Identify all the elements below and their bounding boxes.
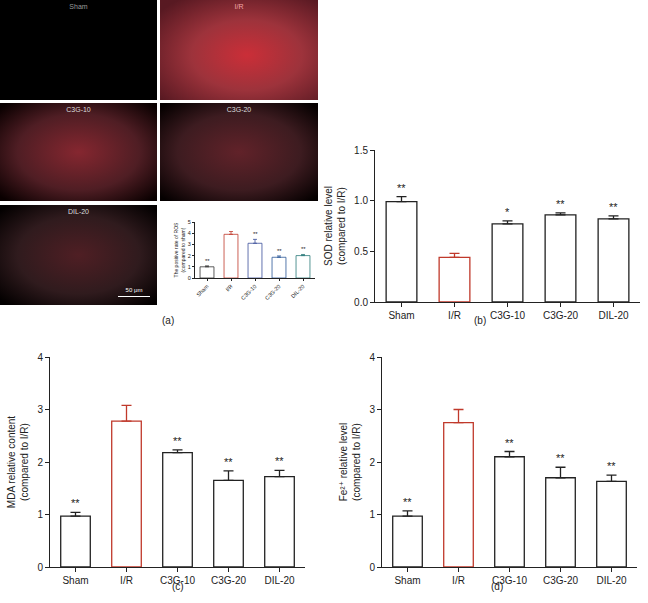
- svg-text:C3G-20: C3G-20: [543, 575, 578, 586]
- svg-text:2: 2: [369, 457, 375, 468]
- svg-text:**: **: [277, 248, 282, 254]
- svg-text:(a): (a): [162, 315, 174, 326]
- html-text:Sham: Sham: [69, 3, 88, 10]
- svg-text:2: 2: [37, 457, 43, 468]
- svg-text:Sham: Sham: [195, 283, 210, 298]
- html-text:DIL-20: DIL-20: [68, 208, 89, 215]
- svg-text:DIL-20: DIL-20: [290, 283, 306, 299]
- svg-text:DIL-20: DIL-20: [596, 575, 626, 586]
- svg-text:0: 0: [188, 275, 191, 281]
- svg-text:0: 0: [369, 562, 375, 573]
- svg-text:**: **: [253, 231, 258, 237]
- svg-text:MDA relative content(compared: MDA relative content(compared to I/R): [6, 416, 30, 508]
- html-text:I/R: I/R: [234, 3, 244, 10]
- svg-text:DIL-20: DIL-20: [598, 310, 628, 321]
- svg-text:C3G-10: C3G-10: [492, 575, 527, 586]
- html-text:C3G-10: C3G-10: [66, 106, 91, 113]
- svg-text:Fe²⁺ relative level(compared t: Fe²⁺ relative level(compared to I/R): [338, 423, 362, 502]
- svg-text:0.5: 0.5: [354, 246, 368, 257]
- svg-text:**: **: [301, 246, 306, 252]
- svg-text:4: 4: [188, 230, 191, 236]
- svg-text:1: 1: [37, 509, 43, 520]
- svg-text:I/R: I/R: [120, 575, 133, 586]
- svg-text:**: **: [556, 198, 565, 210]
- svg-text:**: **: [403, 496, 412, 508]
- svg-text:**: **: [397, 182, 406, 194]
- svg-text:2: 2: [188, 253, 191, 259]
- svg-text:0.0: 0.0: [354, 297, 368, 308]
- svg-text:(b): (b): [474, 315, 486, 326]
- svg-text:Sham: Sham: [394, 575, 420, 586]
- svg-text:4: 4: [369, 352, 375, 363]
- svg-text:3: 3: [37, 404, 43, 415]
- svg-text:**: **: [173, 435, 182, 447]
- svg-text:(c): (c): [172, 581, 184, 592]
- svg-text:**: **: [609, 201, 618, 213]
- svg-text:I/R: I/R: [224, 283, 233, 292]
- svg-text:The positive rate of ROS(compa: The positive rate of ROS(compared to sha…: [173, 222, 186, 277]
- svg-text:3: 3: [369, 404, 375, 415]
- html-text:50 μm: 50 μm: [125, 287, 143, 293]
- svg-text:I/R: I/R: [452, 575, 465, 586]
- svg-text:4: 4: [37, 352, 43, 363]
- svg-text:5: 5: [188, 219, 191, 225]
- svg-text:**: **: [205, 258, 210, 264]
- svg-text:**: **: [275, 455, 284, 467]
- html-text:C3G-20: C3G-20: [226, 106, 252, 113]
- svg-text:C3G-10: C3G-10: [160, 575, 195, 586]
- svg-text:*: *: [505, 206, 510, 218]
- svg-text:Sham: Sham: [388, 310, 414, 321]
- svg-text:**: **: [224, 456, 233, 468]
- svg-text:C3G-10: C3G-10: [490, 310, 525, 321]
- svg-text:C3G-10: C3G-10: [240, 283, 258, 301]
- svg-text:I/R: I/R: [448, 310, 461, 321]
- svg-text:1: 1: [188, 264, 191, 270]
- svg-text:SOD relative level(compared to: SOD relative level(compared to I/R): [323, 186, 347, 266]
- svg-text:**: **: [505, 437, 514, 449]
- svg-text:**: **: [607, 460, 616, 472]
- svg-text:3: 3: [188, 241, 191, 247]
- svg-text:C3G-20: C3G-20: [211, 575, 246, 586]
- svg-text:(d): (d): [491, 581, 503, 592]
- svg-text:1.5: 1.5: [354, 145, 368, 156]
- svg-text:**: **: [71, 497, 80, 509]
- svg-text:C3G-20: C3G-20: [543, 310, 578, 321]
- svg-text:DIL-20: DIL-20: [264, 575, 294, 586]
- svg-text:Sham: Sham: [62, 575, 88, 586]
- svg-text:**: **: [556, 452, 565, 464]
- svg-text:C3G-20: C3G-20: [264, 283, 282, 301]
- svg-text:1.0: 1.0: [354, 195, 368, 206]
- svg-text:0: 0: [37, 562, 43, 573]
- svg-text:1: 1: [369, 509, 375, 520]
